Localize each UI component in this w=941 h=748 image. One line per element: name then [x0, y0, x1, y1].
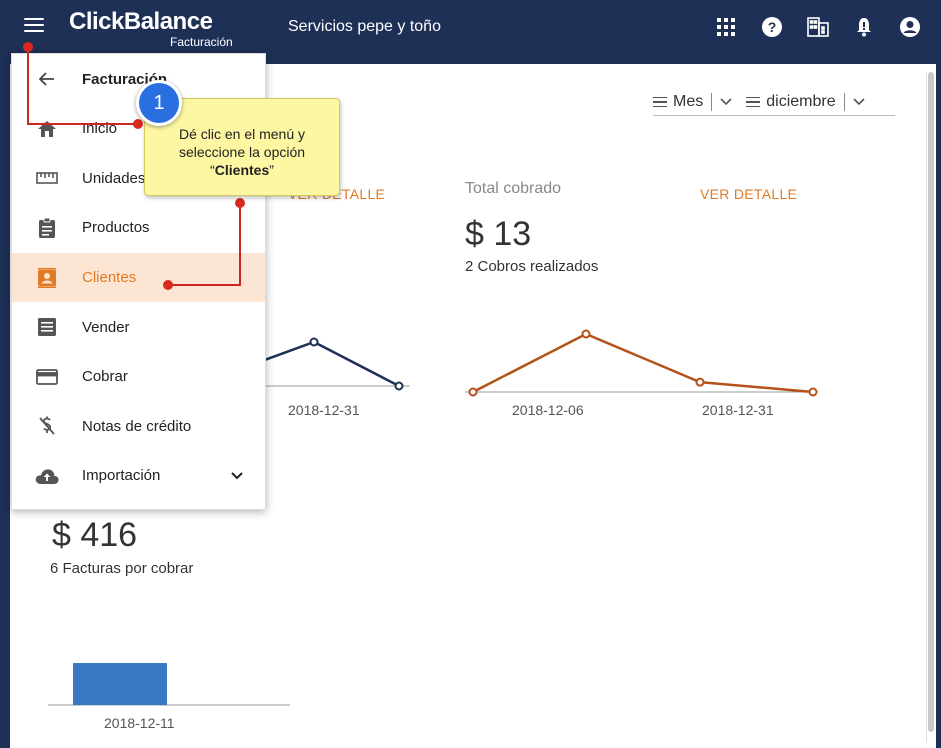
- cobrado-chart-point: [808, 387, 818, 397]
- menu-item-label: Vender: [82, 318, 130, 336]
- menu-item-label: Unidades: [82, 169, 146, 187]
- contact-card-icon: [12, 267, 82, 288]
- menu-item-label: Importación: [82, 467, 161, 485]
- menu-item-productos[interactable]: Productos: [12, 203, 265, 253]
- por-cobrar-count: 6 Facturas por cobrar: [50, 560, 194, 577]
- callout-line-3: “Clientes”: [145, 161, 339, 179]
- instruction-callout: Dé clic en el menú y seleccione la opció…: [144, 98, 340, 196]
- callout-quote-open: “: [210, 162, 215, 178]
- callout-line-2: seleccione la opción: [178, 144, 306, 160]
- cobrado-chart-point: [581, 329, 591, 339]
- step-number-badge: 1: [136, 80, 182, 126]
- left-chart-point: [394, 381, 404, 391]
- cobrado-chart-series-line: [472, 332, 814, 394]
- callout-quote-close: ”: [269, 162, 274, 178]
- company-name: Servicios pepe y toño: [288, 18, 441, 35]
- menu-item-notas-credito[interactable]: Notas de crédito: [12, 402, 265, 452]
- help-icon[interactable]: ?: [761, 16, 783, 38]
- menu-item-label: Inicio: [82, 120, 118, 138]
- credit-card-icon: [12, 368, 82, 385]
- chevron-down-icon[interactable]: [853, 97, 865, 106]
- building-icon[interactable]: [807, 16, 829, 38]
- cloud-upload-icon: [12, 468, 82, 484]
- cobrado-chart-x-label-2: 2018-12-31: [702, 402, 774, 418]
- cobrado-chart-point: [695, 377, 705, 387]
- scrollbar-thumb[interactable]: [928, 72, 934, 732]
- home-icon: [12, 120, 82, 137]
- menu-item-clientes[interactable]: Clientes: [12, 252, 265, 303]
- menu-item-label: Notas de crédito: [82, 417, 192, 435]
- callout-bold-option: Clientes: [214, 162, 270, 178]
- chevron-down-icon[interactable]: [720, 97, 732, 106]
- notifications-icon[interactable]: [853, 16, 875, 38]
- cobrado-chart-point: [468, 387, 478, 397]
- por-cobrar-amount: $ 416: [52, 516, 138, 554]
- svg-text:?: ?: [768, 19, 777, 35]
- bar-chart-bar: [73, 663, 167, 705]
- receipt-icon: [12, 318, 82, 337]
- menu-item-label: Clientes: [82, 269, 137, 287]
- filters-bar: Mes diciembre: [653, 88, 895, 116]
- cobrado-count: 2 Cobros realizados: [465, 258, 599, 275]
- menu-item-cobrar[interactable]: Cobrar: [12, 352, 265, 402]
- por-cobrar-bar-chart: [48, 663, 290, 706]
- menu-item-unidades[interactable]: Unidades: [12, 154, 265, 204]
- left-chart-series-line: [249, 340, 400, 388]
- menu-item-label: Productos: [82, 219, 150, 237]
- cobrado-chart-x-label-1: 2018-12-06: [512, 402, 584, 418]
- cobrado-card-title: Total cobrado: [465, 180, 562, 197]
- menu-item-label: Cobrar: [82, 368, 128, 386]
- left-line-chart: [249, 337, 410, 391]
- list-icon: [653, 96, 667, 107]
- list-icon: [746, 96, 761, 107]
- app-logo: ClickBalance: [69, 8, 213, 35]
- bar-chart-x-label: 2018-12-11: [104, 715, 175, 731]
- chevron-down-icon[interactable]: [231, 472, 243, 480]
- top-bar: ClickBalance Facturación Servicios pepe …: [0, 0, 941, 62]
- account-icon[interactable]: [899, 16, 921, 38]
- hamburger-menu-icon[interactable]: [24, 18, 44, 34]
- month-select[interactable]: diciembre: [766, 92, 836, 110]
- left-chart-x-label: 2018-12-31: [288, 402, 360, 418]
- money-off-icon: [12, 416, 82, 436]
- period-select[interactable]: Mes: [673, 92, 704, 110]
- callout-line-1: Dé clic en el menú y: [178, 126, 306, 142]
- apps-grid-icon[interactable]: [715, 16, 737, 38]
- menu-item-vender[interactable]: Vender: [12, 302, 265, 352]
- back-arrow-icon[interactable]: [12, 72, 82, 86]
- ruler-icon: [12, 172, 82, 185]
- app-logo-subtitle: Facturación: [170, 35, 233, 49]
- cobrado-detail-link[interactable]: VER DETALLE: [700, 186, 798, 202]
- menu-item-importacion[interactable]: Importación: [12, 451, 265, 501]
- clipboard-icon: [12, 217, 82, 238]
- cobrado-line-chart: [465, 329, 818, 397]
- left-chart-point: [309, 337, 319, 347]
- scrollbar[interactable]: [926, 72, 934, 742]
- cobrado-amount: $ 13: [465, 215, 532, 253]
